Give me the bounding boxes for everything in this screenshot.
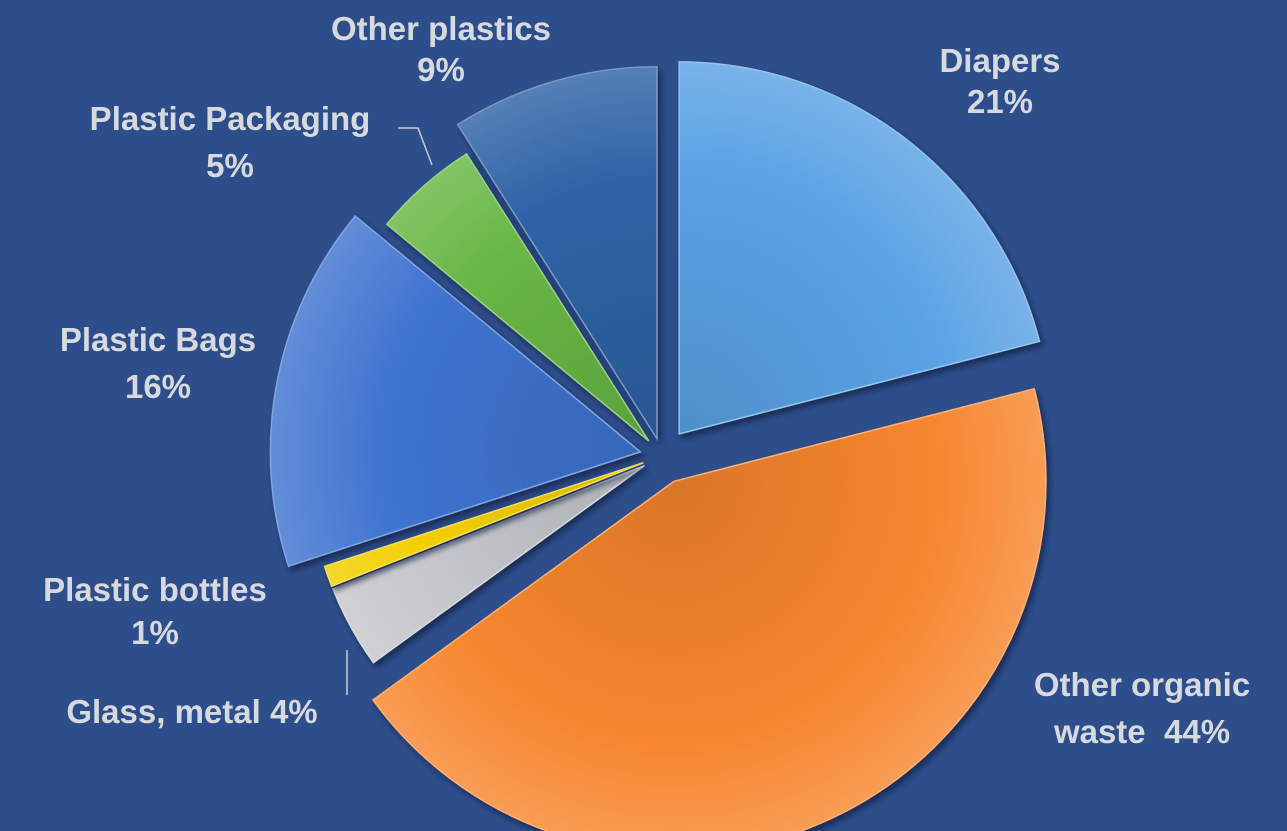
pie-slice-plastic-packaging: [385, 152, 650, 442]
leader-line-plastic-packaging: [398, 127, 433, 166]
label-other-plastics: Other plastics 9%: [330, 10, 552, 88]
pie-slice-diapers: [678, 61, 1041, 435]
label-plastic-bags: Plastic Bags 16%: [59, 321, 257, 405]
label-diapers: Diapers 21%: [939, 42, 1061, 120]
pie-slice-glass-metal: [332, 464, 645, 664]
label-glass-metal: Glass, metal 4%: [66, 693, 318, 730]
label-plastic-bottles: Plastic bottles 1%: [43, 571, 267, 651]
pie-slice-plastic-bags: [269, 214, 642, 568]
label-plastic-packaging: Plastic Packaging 5%: [89, 100, 371, 184]
pie-slice-other-plastics: [456, 65, 658, 442]
label-other-organic-waste: Other organic waste 44%: [1033, 666, 1251, 750]
pie-slice-other-organic-waste: [371, 387, 1047, 831]
pie-slice-plastic-bottles: [323, 462, 644, 588]
